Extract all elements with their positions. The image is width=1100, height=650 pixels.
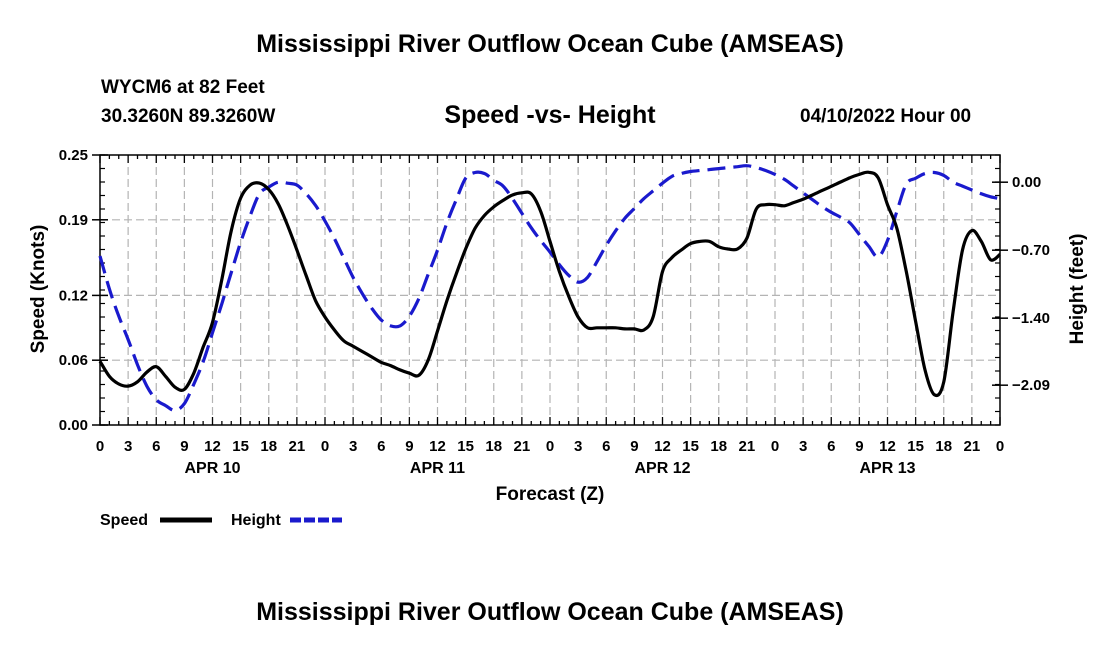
y-tick-label: 0.19 xyxy=(59,212,88,229)
station-label: WYCM6 at 82 Feet xyxy=(101,77,265,98)
date-label: APR 11 xyxy=(410,460,465,477)
x-tick-label: 3 xyxy=(124,438,132,455)
date-label: APR 13 xyxy=(859,460,915,477)
x-tick-label: 0 xyxy=(546,438,554,455)
x-tick-label: 0 xyxy=(321,438,329,455)
x-tick-label: 9 xyxy=(855,438,863,455)
date-label: APR 10 xyxy=(184,460,240,477)
date-label: APR 12 xyxy=(634,460,690,477)
grid-lines xyxy=(100,155,1000,425)
x-tick-label: 6 xyxy=(827,438,835,455)
axes: 0 3 6 9 12 15 18 21 0 3 6 9 12 15 18 21 0 3 6 9 12 15 18 21 0 3 6 9… xyxy=(59,147,1050,477)
x-tick-label: 12 xyxy=(654,438,671,455)
x-tick-label: 15 xyxy=(682,438,699,455)
lat-lon-label: 30.3260N 89.3260W xyxy=(101,106,276,127)
x-tick-label: 3 xyxy=(574,438,582,455)
x-tick-label: 3 xyxy=(799,438,807,455)
x-tick-label: 15 xyxy=(907,438,924,455)
x-tick-label: 12 xyxy=(879,438,896,455)
x-tick-label: 0 xyxy=(771,438,779,455)
y-tick-label: 0.12 xyxy=(59,287,88,304)
x-tick-label: 12 xyxy=(204,438,221,455)
x-tick-label: 6 xyxy=(152,438,160,455)
y-tick-label: 0.06 xyxy=(59,352,88,369)
x-tick-label: 0 xyxy=(996,438,1004,455)
legend-label-height: Height xyxy=(231,512,281,529)
chart-title-repeat: Mississippi River Outflow Ocean Cube (AM… xyxy=(256,598,844,626)
x-tick-label: 6 xyxy=(602,438,610,455)
y-tick-label: 0.00 xyxy=(59,417,88,434)
chart-subtitle: Speed -vs- Height xyxy=(444,101,656,129)
y2-tick-label: 0.00 xyxy=(1012,174,1041,191)
x-tick-label: 0 xyxy=(96,438,104,455)
y2-tick-label: −2.09 xyxy=(1012,377,1050,394)
y2-tick-label: −1.40 xyxy=(1012,310,1050,327)
legend: Speed Height xyxy=(100,512,342,529)
y-tick-label: 0.25 xyxy=(59,147,88,164)
x-tick-label: 18 xyxy=(935,438,952,455)
height-series-line xyxy=(98,164,1001,413)
x-tick-label: 6 xyxy=(377,438,385,455)
x-tick-label: 3 xyxy=(349,438,357,455)
x-tick-label: 18 xyxy=(710,438,727,455)
x-tick-label: 18 xyxy=(260,438,277,455)
x-tick-label: 21 xyxy=(739,438,756,455)
x-tick-label: 9 xyxy=(180,438,188,455)
series-lines xyxy=(98,164,1001,413)
chart-title: Mississippi River Outflow Ocean Cube (AM… xyxy=(256,30,844,58)
x-tick-label: 9 xyxy=(405,438,413,455)
y2-axis-label: Height (feet) xyxy=(1067,234,1088,345)
x-tick-label: 9 xyxy=(630,438,638,455)
x-tick-label: 18 xyxy=(485,438,502,455)
x-tick-label: 21 xyxy=(289,438,306,455)
legend-label-speed: Speed xyxy=(100,512,148,529)
x-tick-label: 21 xyxy=(514,438,531,455)
speed-series-line xyxy=(98,170,1001,398)
x-tick-label: 21 xyxy=(964,438,981,455)
y2-tick-label: −0.70 xyxy=(1012,242,1050,259)
x-tick-label: 15 xyxy=(457,438,474,455)
x-tick-label: 12 xyxy=(429,438,446,455)
forecast-datetime: 04/10/2022 Hour 00 xyxy=(800,106,972,127)
x-tick-label: 15 xyxy=(232,438,249,455)
y-axis-label: Speed (Knots) xyxy=(28,225,49,354)
x-axis-label: Forecast (Z) xyxy=(496,484,605,505)
